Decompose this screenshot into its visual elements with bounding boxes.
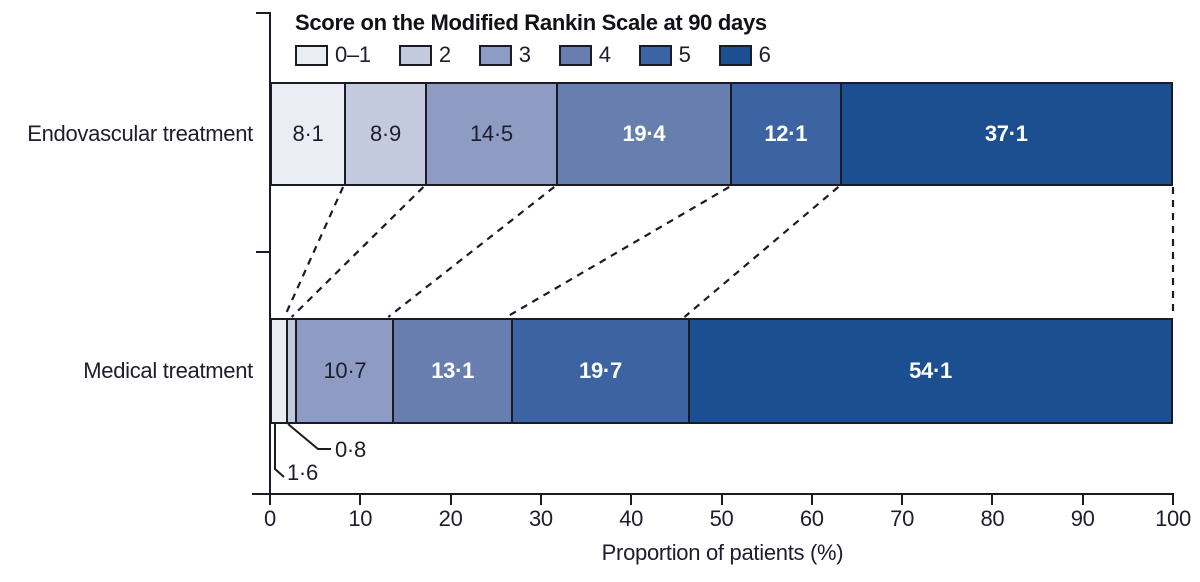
x-tick <box>1081 493 1084 505</box>
segment-value-label: 10·7 <box>323 358 367 383</box>
legend-item: 3 <box>478 42 531 68</box>
connector-dashed-line <box>283 186 345 318</box>
callout-value-0-1: 1·6 <box>287 460 318 485</box>
category-label-medical: Medical treatment <box>83 358 253 383</box>
x-tick <box>449 493 452 505</box>
bar-segment: 8·9 <box>345 84 427 184</box>
y-axis-tick <box>256 251 270 253</box>
segment-value-label: 54·1 <box>909 358 952 383</box>
legend-item-label: 6 <box>758 42 771 67</box>
x-tick <box>720 493 723 505</box>
x-axis-line <box>252 493 1174 495</box>
x-tick <box>901 493 904 505</box>
x-tick-label: 60 <box>799 506 824 531</box>
bar-segment <box>272 320 289 422</box>
bar-segment: 10·7 <box>297 320 395 422</box>
callout-leader-line <box>287 423 331 450</box>
y-axis-tick <box>256 12 270 14</box>
segment-value-label: 19·4 <box>622 121 666 146</box>
bar-segment: 12·1 <box>732 84 842 184</box>
bar-segment: 54·1 <box>690 320 1171 422</box>
x-tick <box>1172 493 1174 505</box>
x-tick-label: 0 <box>264 506 276 531</box>
segment-value-label: 14·5 <box>469 121 513 146</box>
bar-endovascular-treatment: 8·1 8·9 14·5 19·4 12·1 37·1 <box>270 82 1173 186</box>
bar-segment: 19·7 <box>512 320 691 422</box>
legend-row: 0–1 2 3 4 5 6 <box>295 42 799 68</box>
legend-item: 4 <box>558 42 611 68</box>
segment-value-label: 37·1 <box>984 121 1028 146</box>
connector-dashed-line <box>290 186 425 318</box>
x-tick-label: 20 <box>438 506 463 531</box>
legend-item-label: 5 <box>678 42 691 67</box>
segment-value-label: 19·7 <box>579 358 622 383</box>
x-tick <box>991 493 994 505</box>
x-tick <box>359 493 362 505</box>
legend-item: 0–1 <box>295 42 371 68</box>
bar-segment: 19·4 <box>557 84 733 184</box>
segment-value-label: 8·1 <box>292 121 324 146</box>
segment-value-label: 12·1 <box>764 121 808 146</box>
legend-item: 5 <box>638 42 691 68</box>
x-tick <box>810 493 813 505</box>
legend-swatch <box>558 44 592 66</box>
legend-swatch <box>478 44 512 66</box>
callout-leader-line <box>274 424 285 478</box>
bar-segment: 14·5 <box>426 84 558 184</box>
legend-swatch <box>638 44 672 66</box>
legend-item-label: 3 <box>518 42 531 67</box>
x-tick <box>539 493 542 505</box>
x-tick-label: 40 <box>619 506 644 531</box>
legend-item-label: 0–1 <box>335 42 371 67</box>
connector-dashed-line <box>683 186 840 318</box>
bar-segment <box>288 320 298 422</box>
segment-value-label: 13·1 <box>431 358 475 383</box>
legend-item-label: 2 <box>438 42 451 67</box>
legend-swatch <box>398 44 432 66</box>
segment-value-label: 8·9 <box>370 121 401 146</box>
x-tick <box>269 493 271 505</box>
bar-medical-treatment: 10·7 13·1 19·7 54·1 <box>270 318 1173 424</box>
connector-dashed-line <box>387 186 555 318</box>
x-tick-label: 50 <box>709 506 734 531</box>
legend-item: 6 <box>718 42 771 68</box>
x-tick <box>630 493 633 505</box>
legend-title: Score on the Modified Rankin Scale at 90… <box>295 10 767 35</box>
legend-item-label: 4 <box>598 42 611 67</box>
legend-item: 2 <box>398 42 451 68</box>
category-label-endovascular: Endovascular treatment <box>27 121 253 146</box>
x-tick-label: 90 <box>1070 506 1095 531</box>
callout-value-2: 0·8 <box>335 437 366 462</box>
legend-swatch <box>295 44 328 66</box>
x-tick-label: 80 <box>980 506 1005 531</box>
bar-segment: 13·1 <box>394 320 513 422</box>
x-tick-label: 10 <box>348 506 373 531</box>
bar-segment: 8·1 <box>272 84 346 184</box>
connector-dashed-line <box>506 186 730 318</box>
bar-segment: 37·1 <box>841 84 1172 184</box>
legend-swatch <box>718 44 752 66</box>
x-axis-title: Proportion of patients (%) <box>601 540 844 565</box>
x-tick-label: 70 <box>890 506 915 531</box>
x-tick-label: 30 <box>528 506 553 531</box>
y-axis-line <box>269 12 271 495</box>
x-tick-label: 100 <box>1155 506 1191 531</box>
legend: Score on the Modified Rankin Scale at 90… <box>295 10 799 68</box>
